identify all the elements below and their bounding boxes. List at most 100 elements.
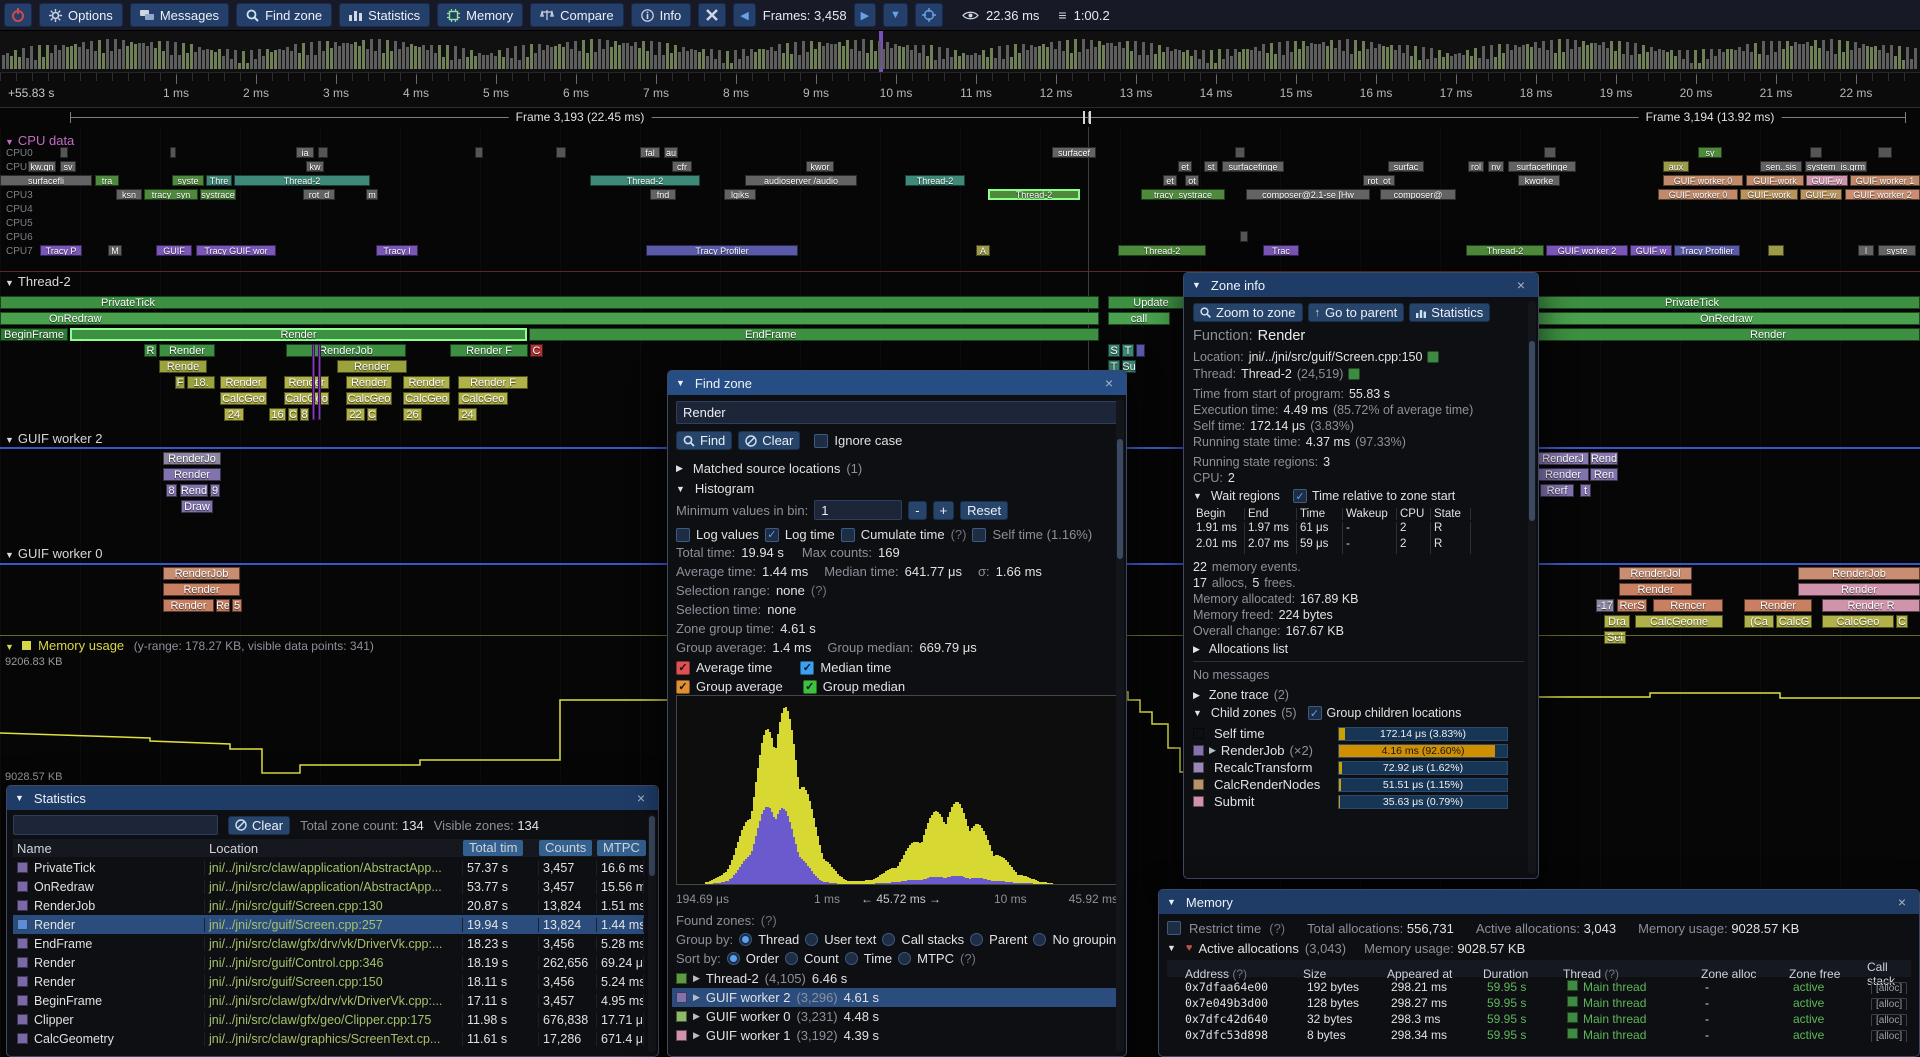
timeline-zone[interactable] <box>556 147 566 158</box>
timeline-zone[interactable]: OnRedraw <box>0 312 1099 325</box>
clear-button[interactable]: Clear <box>738 431 801 450</box>
average-time-legend-checkbox[interactable]: ✓ <box>676 660 690 675</box>
frame-dropdown-button[interactable]: ▼ <box>883 3 908 27</box>
allocation-row[interactable]: 0x7dfaa64e00 192 bytes 298.21 ms 59.95 s… <box>1167 979 1911 995</box>
group-average-legend-checkbox[interactable]: ✓ <box>676 679 690 694</box>
group-children-checkbox[interactable]: ✓ <box>1307 706 1322 720</box>
memory-button[interactable]: Memory <box>437 3 524 27</box>
histogram-plot[interactable] <box>676 695 1120 885</box>
group-median-legend-checkbox[interactable]: ✓ <box>802 679 817 694</box>
timeline-zone[interactable]: R <box>144 344 157 357</box>
timeline-zone[interactable]: au <box>664 147 678 158</box>
timeline-zone[interactable]: GUIF-w <box>1800 189 1842 200</box>
zone-info-titlebar[interactable]: ▼ Zone info × <box>1184 273 1538 297</box>
goto-frame-button[interactable] <box>914 3 943 27</box>
group-by-parent-radio[interactable] <box>970 933 984 946</box>
sort-by-count-radio[interactable] <box>785 952 799 965</box>
frame-boundary-handle[interactable] <box>1089 111 1091 124</box>
cumulate-time-checkbox[interactable] <box>840 527 855 542</box>
timeline-zone[interactable]: sy <box>1698 147 1722 158</box>
timeline-zone[interactable]: syste <box>172 175 204 186</box>
timeline-zone[interactable]: Draw <box>181 500 213 513</box>
timeline-zone[interactable]: Render <box>1744 599 1812 612</box>
timeline-zone[interactable]: GUIF worker 2 <box>1845 189 1920 200</box>
timeline-zone[interactable]: Render <box>337 360 407 373</box>
timeline-zone[interactable]: Su <box>1122 360 1136 373</box>
histogram-section-header[interactable]: ▼ Histogram <box>676 481 755 496</box>
statistics-row[interactable]: Render jni/../jni/src/guif/Screen.cpp:25… <box>13 915 644 934</box>
col-call-stack[interactable]: Call stack <box>1867 960 1896 988</box>
time-relative-checkbox[interactable]: ✓ <box>1292 489 1307 503</box>
timeline-zone[interactable]: RenderJob <box>163 567 240 580</box>
timeline-zone[interactable]: ot <box>1185 175 1199 186</box>
allocation-row[interactable]: 0x7e049b3d00 128 bytes 298.27 ms 59.95 s… <box>1167 995 1911 1011</box>
timeline-zone[interactable]: Tracy GUIF wor <box>196 245 276 256</box>
guif-worker0-header[interactable]: ▼ GUIF worker 0 <box>5 546 103 561</box>
timeline-zone[interactable]: rot_ot <box>1363 175 1395 186</box>
alloc-callstack-chip[interactable]: [alloc] <box>1871 998 1908 1010</box>
timeline-zone[interactable]: CalcGeo <box>284 392 329 405</box>
timeline-zone[interactable]: Render <box>220 376 267 389</box>
timeline-zone[interactable]: aux <box>1663 161 1689 172</box>
timeline-zone[interactable]: composer@ <box>1380 189 1456 200</box>
reset-button[interactable]: Reset <box>960 500 1009 520</box>
timeline-zone[interactable]: Render <box>284 376 329 389</box>
timeline-zone[interactable]: t <box>1580 484 1591 497</box>
timeline-zone[interactable]: Update <box>1108 296 1194 309</box>
timeline-zone[interactable]: kwor <box>806 161 834 172</box>
timeline-zone[interactable]: Dra <box>1604 615 1630 628</box>
timeline-zone[interactable]: RenderJob <box>1798 567 1920 580</box>
found-zone-group-row[interactable]: ▶ GUIF worker 2 (3,296) 4.61 s <box>672 988 1116 1007</box>
timeline-zone[interactable]: Rerf <box>1540 484 1574 497</box>
timeline-zone[interactable]: GUIF worker 0 <box>1663 175 1743 186</box>
timeline-zone[interactable]: fnd <box>650 189 676 200</box>
statistics-row[interactable]: PrivateTick jni/../jni/src/claw/applicat… <box>13 858 644 877</box>
find-button[interactable]: Find <box>676 431 733 450</box>
options-button[interactable]: Options <box>39 3 123 27</box>
group-by-thread-radio[interactable] <box>739 933 753 946</box>
statistics-row[interactable]: RenderJob jni/../jni/src/guif/Screen.cpp… <box>13 896 644 915</box>
timeline-zone[interactable]: S <box>1108 344 1120 357</box>
timeline-zone[interactable]: ksn <box>116 189 142 200</box>
timeline-zone[interactable]: system_is.grm <box>1805 161 1867 172</box>
zone-trace-header[interactable]: ▶ Zone trace (2) <box>1193 688 1289 702</box>
thread2-header[interactable]: ▼ Thread-2 <box>5 274 71 289</box>
timeline-zone[interactable] <box>60 147 68 158</box>
timeline-zone[interactable]: Thread-2 <box>1466 245 1544 256</box>
bin-plus-button[interactable]: + <box>932 500 955 520</box>
allocations-list-header[interactable]: ▶ Allocations list <box>1193 642 1289 656</box>
found-zone-group-row[interactable]: ▶ Thread-2 (4,105) 6.46 s <box>672 969 1116 988</box>
alloc-callstack-chip[interactable]: [alloc] <box>1871 982 1908 994</box>
timeline-zone[interactable] <box>318 344 321 420</box>
timeline-zone[interactable]: Render <box>1798 583 1920 596</box>
child-zone-row[interactable]: Self time 172.14 μs (3.83%) <box>1193 725 1524 742</box>
statistics-row[interactable]: Clipper jni/../jni/src/claw/gfx/geo/Clip… <box>13 1010 644 1029</box>
ignore-case-checkbox[interactable] <box>814 433 829 448</box>
statistics-row[interactable]: OnRedraw jni/../jni/src/claw/application… <box>13 877 644 896</box>
median-time-legend-checkbox[interactable]: ✓ <box>800 660 815 675</box>
timeline-zone[interactable]: Thread-2 <box>905 175 965 186</box>
timeline-zone[interactable]: GUIF-w <box>1806 175 1848 186</box>
thread-color-button[interactable] <box>1348 368 1361 380</box>
child-zone-row[interactable]: CalcRenderNodes 51.51 μs (1.15%) <box>1193 776 1524 793</box>
timeline-zone[interactable]: Render <box>163 583 240 596</box>
timeline-zone[interactable]: Thre <box>206 175 232 186</box>
timeline-zone[interactable]: systrace <box>200 189 236 200</box>
close-icon[interactable]: × <box>1897 894 1907 910</box>
timeline-zone[interactable]: Rende <box>159 360 207 373</box>
log-time-checkbox[interactable]: ✓ <box>764 527 779 542</box>
timeline-zone[interactable]: Rend <box>1590 452 1618 465</box>
filter-zones-input[interactable] <box>13 815 218 835</box>
timeline-zone[interactable]: surfacef <box>1052 147 1096 158</box>
col-appeared-at[interactable]: Appeared at <box>1387 967 1453 981</box>
timeline-zone[interactable]: Render <box>346 376 392 389</box>
self-time-checkbox[interactable] <box>972 527 987 542</box>
timeline-zone[interactable]: rol <box>1468 161 1484 172</box>
child-zone-row[interactable]: RecalcTransform 72.92 μs (1.62%) <box>1193 759 1524 776</box>
timeline-zone[interactable]: Render <box>1619 583 1692 596</box>
timeline-zone[interactable]: Render <box>403 376 450 389</box>
timeline-zone[interactable]: GUIF-work <box>1740 189 1798 200</box>
statistics-row[interactable]: BeginFrame jni/../jni/src/claw/gfx/drv/v… <box>13 991 644 1010</box>
timeline-zone[interactable]: st <box>1204 161 1218 172</box>
timeline-zone[interactable] <box>318 147 328 158</box>
